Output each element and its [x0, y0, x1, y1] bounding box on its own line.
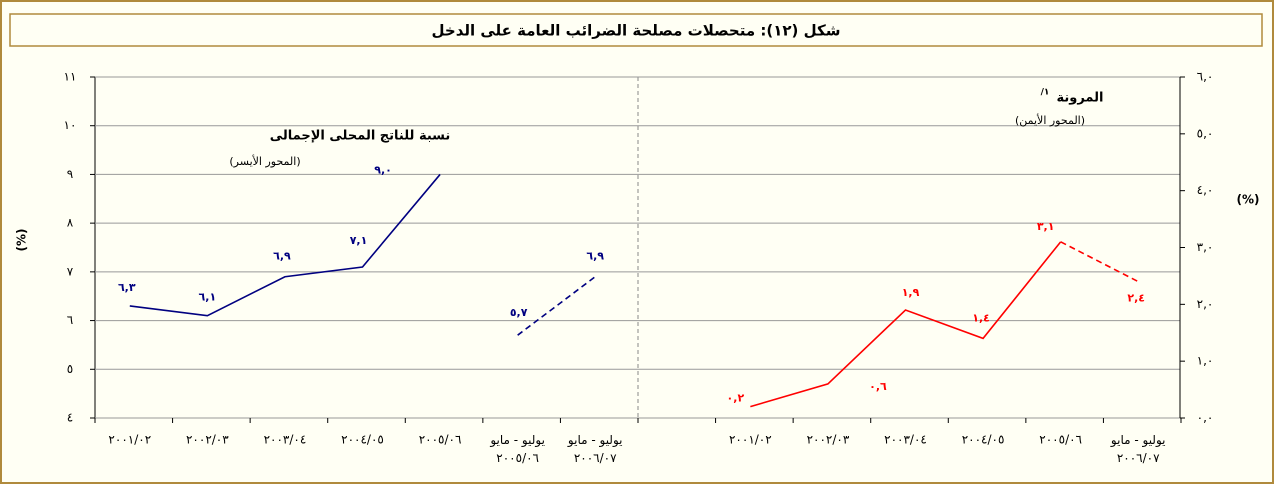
y-tick-label: ١,٠ — [1197, 354, 1214, 368]
y-tick-label: ٥ — [67, 362, 73, 376]
y-tick-label: ٨ — [67, 216, 74, 230]
x-tick-line: يوليو - مايو — [567, 433, 623, 448]
y-tick-label: ٤,٠ — [1197, 183, 1214, 197]
x-tick-label: ٢٠٠٥/٠٦ — [419, 433, 462, 447]
y-tick-label: ٤ — [67, 411, 73, 425]
y-tick-label: ٢,٠ — [1197, 297, 1214, 311]
x-tick-label: ٢٠٠٣/٠٤ — [884, 433, 927, 447]
data-label: ١,٤ — [972, 311, 990, 324]
y-tick-label: ٧ — [67, 264, 74, 278]
x-tick-label: ٢٠٠٢/٠٣ — [807, 433, 850, 447]
data-label: ٧,١ — [350, 234, 368, 247]
series-line — [1060, 241, 1139, 283]
x-tick-label: ٢٠٠٤/٠٥ — [341, 433, 384, 447]
data-label: ١,٩ — [902, 286, 920, 299]
y-tick-label: ٠,٠ — [1197, 411, 1214, 425]
data-label: ٠,٦ — [869, 380, 887, 393]
y-tick-label: ٦ — [67, 313, 73, 327]
x-tick-label: ٢٠٠١/٠٢ — [729, 433, 772, 447]
x-tick-label: ٢٠٠٤/٠٥ — [962, 433, 1005, 447]
title-box — [9, 13, 1263, 47]
x-tick-label: يوليو - مايو ٢٠٠٥/٠٦ — [489, 433, 545, 465]
annotation-note: (المحور الأيسر) — [229, 154, 300, 168]
series-line — [517, 276, 596, 336]
y-tick-label: ٥,٠ — [1197, 126, 1214, 140]
y-tick-label: ٩ — [67, 167, 73, 181]
y-tick-label: ١٠ — [64, 118, 77, 132]
x-tick-line: ٢٠٠٦/٠٧ — [1117, 451, 1160, 465]
x-tick-label: ٢٠٠٢/٠٣ — [186, 433, 229, 447]
x-tick-line: ٢٠٠٦/٠٧ — [574, 451, 617, 465]
x-tick-label: يوليو - مايو ٢٠٠٦/٠٧ — [567, 433, 623, 465]
series-line — [750, 241, 1062, 408]
x-tick-label: ٢٠٠١/٠٢ — [108, 433, 151, 447]
y-tick-label: ٦,٠ — [1197, 70, 1214, 84]
data-label: ٣,١ — [1037, 220, 1055, 233]
y-tick-label: ٣,٠ — [1197, 240, 1214, 254]
annotation-note: (المحور الأيمن) — [1015, 113, 1085, 127]
annotation: المرونة — [1057, 91, 1104, 106]
chart-title: شكل (١٢): متحصلات مصلحة الضرائب العامة ع… — [432, 22, 841, 40]
x-tick-line: ٢٠٠٥/٠٦ — [496, 451, 539, 465]
data-label: ٦,٩ — [586, 250, 604, 263]
x-tick-label: ٢٠٠٣/٠٤ — [264, 433, 307, 447]
x-tick-label: يوليو - مايو ٢٠٠٦/٠٧ — [1110, 433, 1166, 465]
data-label: ٠,٢ — [727, 392, 745, 405]
data-label: ٦,٩ — [273, 250, 291, 263]
y-axis-label: (%) — [15, 229, 29, 252]
data-label: ٦,١ — [199, 291, 217, 304]
data-label: ٦,٣ — [118, 281, 136, 294]
y-axis-label: (%) — [1237, 193, 1260, 207]
x-tick-line: يوليو - مايو — [489, 433, 545, 448]
y-tick-label: ١١ — [64, 70, 77, 84]
x-tick-label: ٢٠٠٥/٠٦ — [1039, 433, 1082, 447]
data-label: ٢,٤ — [1127, 292, 1145, 305]
series-line — [129, 173, 441, 317]
annotation: نسبة للناتج المحلى الإجمالى — [270, 129, 451, 144]
data-label: ٥,٧ — [510, 306, 528, 319]
data-label: ٩,٠ — [374, 163, 392, 176]
x-tick-line: يوليو - مايو — [1110, 433, 1166, 448]
annotation-sup: ١/ — [1041, 88, 1050, 98]
